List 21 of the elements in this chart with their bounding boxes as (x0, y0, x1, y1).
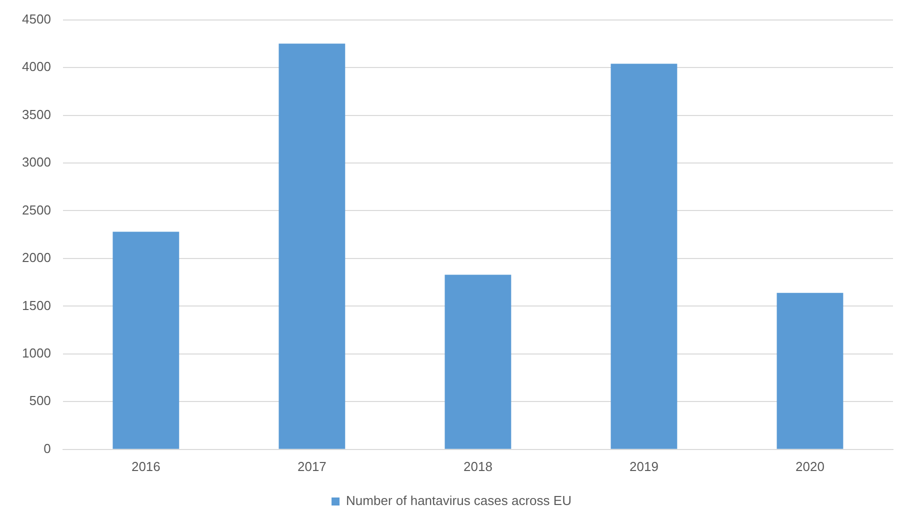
bar (776, 292, 844, 449)
y-tick-label: 0 (44, 440, 51, 456)
x-tick-label: 2016 (131, 458, 160, 474)
legend-label: Number of hantavirus cases across EU (346, 493, 572, 508)
y-tick-label: 3000 (22, 154, 51, 170)
y-tick-label: 1000 (22, 346, 51, 361)
y-tick-label: 500 (29, 393, 51, 408)
bar (610, 64, 678, 449)
x-tick-label: 2017 (297, 458, 326, 474)
bar (112, 232, 180, 449)
y-tick-label: 1500 (22, 298, 51, 313)
bar (444, 274, 512, 449)
x-tick-label: 2018 (464, 458, 492, 474)
y-tick-label: 2000 (22, 250, 51, 266)
x-tick-label: 2019 (630, 458, 658, 474)
bar (278, 44, 346, 449)
x-tick-label: 2020 (796, 458, 824, 474)
y-tick-label: 4500 (22, 11, 51, 26)
y-tick-label: 4000 (22, 59, 51, 74)
y-tick-label: 2500 (22, 202, 51, 218)
y-tick-label: 3500 (22, 106, 51, 122)
